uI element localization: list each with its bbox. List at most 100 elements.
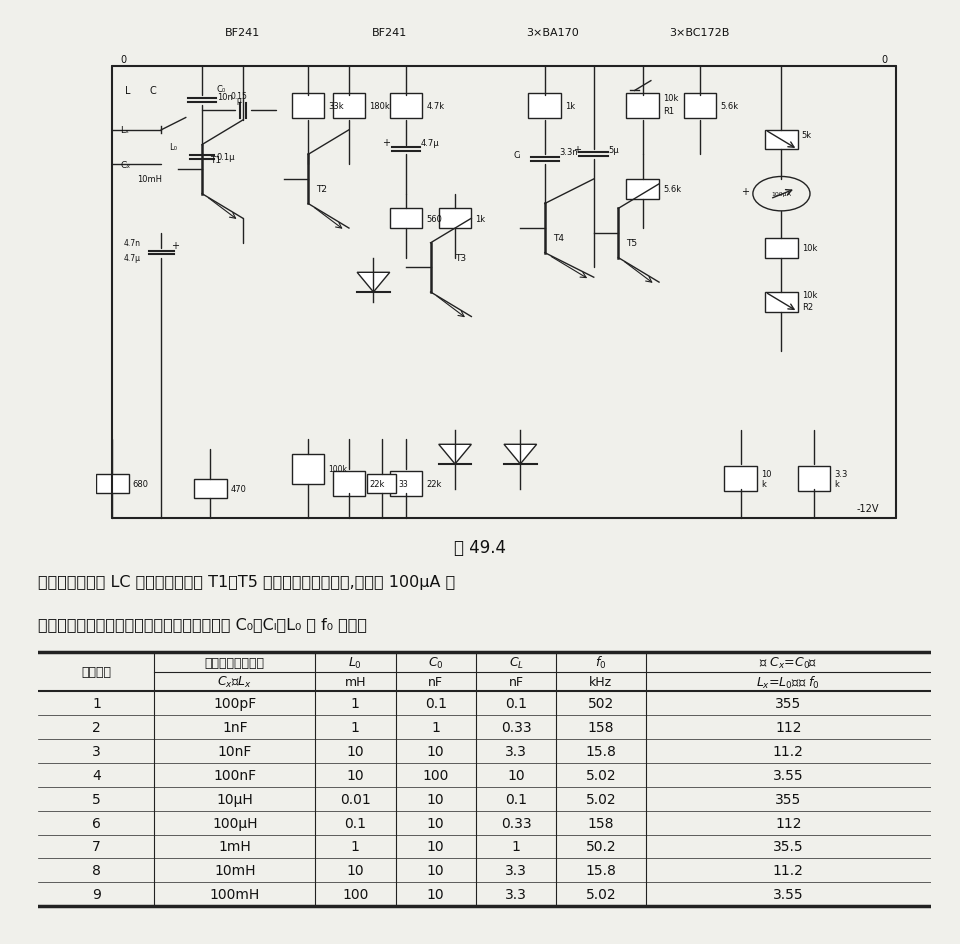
Text: +: + [382, 138, 390, 148]
Text: 15.8: 15.8 [586, 864, 616, 878]
Text: 100pF: 100pF [213, 697, 256, 710]
Text: 5.02: 5.02 [586, 792, 616, 806]
Text: 1mH: 1mH [219, 839, 252, 853]
Text: 10k: 10k [802, 244, 817, 253]
Text: 100nF: 100nF [213, 767, 256, 782]
Text: 10: 10 [427, 887, 444, 902]
Text: 8: 8 [92, 864, 101, 878]
Text: μ: μ [236, 96, 241, 105]
Text: +: + [741, 187, 749, 197]
Text: 180k: 180k [370, 102, 390, 110]
Bar [292, 93, 324, 118]
Text: 100: 100 [342, 887, 369, 902]
Bar [528, 93, 561, 118]
Text: T3: T3 [455, 254, 467, 262]
Text: 100μH: 100μH [212, 816, 257, 830]
Bar [332, 93, 365, 118]
Bar [96, 474, 129, 494]
Text: 10: 10 [507, 767, 525, 782]
Text: $C_0$: $C_0$ [428, 655, 444, 670]
Text: 4.7μ: 4.7μ [420, 139, 440, 147]
Text: 22k: 22k [370, 480, 385, 489]
Bar [725, 467, 756, 492]
Text: kHz: kHz [589, 676, 612, 688]
Text: 560: 560 [426, 214, 443, 224]
Text: Cₗ: Cₗ [513, 151, 520, 160]
Text: 4.7k: 4.7k [426, 102, 444, 110]
Text: 5.02: 5.02 [586, 887, 616, 902]
Text: 100mH: 100mH [209, 887, 260, 902]
Text: 在 $C_x$=$C_0$或: 在 $C_x$=$C_0$或 [759, 655, 818, 670]
Text: L: L [125, 87, 130, 96]
Text: 1: 1 [351, 720, 360, 734]
Text: Cₓ: Cₓ [121, 160, 131, 170]
Text: 0.1: 0.1 [505, 792, 527, 806]
Text: nF: nF [509, 676, 523, 688]
Text: Lₓ: Lₓ [121, 126, 130, 135]
Text: 1: 1 [351, 697, 360, 710]
Text: BF241: BF241 [226, 27, 260, 38]
Bar [626, 179, 659, 199]
Text: 圖 49.4: 圖 49.4 [454, 538, 506, 557]
Text: 5μ: 5μ [609, 145, 619, 155]
Bar [390, 210, 422, 228]
Text: 100μA: 100μA [772, 192, 791, 197]
Text: 0.15: 0.15 [230, 93, 248, 101]
Text: 測量范圍: 測量范圍 [82, 666, 111, 679]
Text: 1: 1 [431, 720, 440, 734]
Text: 10: 10 [427, 839, 444, 853]
Text: L₀: L₀ [169, 143, 178, 152]
Text: BF241: BF241 [372, 27, 407, 38]
Text: +: + [171, 241, 180, 251]
Text: 33k: 33k [328, 102, 345, 110]
Text: T2: T2 [317, 185, 327, 194]
Bar [332, 472, 365, 497]
Text: 1: 1 [512, 839, 520, 853]
Text: 50.2: 50.2 [586, 839, 616, 853]
Text: 100k: 100k [328, 464, 348, 474]
Text: T5: T5 [626, 239, 637, 248]
Bar [390, 93, 422, 118]
Text: 10: 10 [347, 767, 364, 782]
Text: 22k: 22k [426, 480, 442, 489]
Text: 0.1μ: 0.1μ [217, 153, 235, 162]
Text: 3×BC172B: 3×BC172B [670, 27, 730, 38]
Text: 3.3: 3.3 [505, 864, 527, 878]
Text: 10nF: 10nF [218, 744, 252, 758]
Text: 3.55: 3.55 [773, 767, 804, 782]
Text: 11.2: 11.2 [773, 744, 804, 758]
Text: 4: 4 [92, 767, 101, 782]
Text: 0.01: 0.01 [340, 792, 371, 806]
Polygon shape [439, 445, 471, 464]
Text: 33: 33 [398, 480, 408, 489]
Text: 10: 10 [347, 864, 364, 878]
Text: 3.55: 3.55 [773, 887, 804, 902]
Bar [439, 210, 471, 228]
Text: 470: 470 [230, 484, 247, 494]
Text: 15.8: 15.8 [586, 744, 616, 758]
Text: 3: 3 [92, 744, 101, 758]
Bar [390, 472, 422, 497]
Text: C₀: C₀ [217, 84, 226, 93]
Text: 10
k: 10 k [761, 469, 772, 489]
Text: 5k: 5k [802, 131, 812, 140]
Text: +: + [573, 145, 582, 155]
Text: 1: 1 [92, 697, 101, 710]
Polygon shape [504, 445, 537, 464]
Text: 355: 355 [776, 792, 802, 806]
Text: 電感和電容可由 LC 振蕩器和晶體管 T1～T5 構成的電路進行測量,并通過 100μA 指: 電感和電容可由 LC 振蕩器和晶體管 T1～T5 構成的電路進行測量,并通過 1… [38, 574, 456, 589]
Text: 10mH: 10mH [137, 176, 162, 184]
Text: 355: 355 [776, 697, 802, 710]
Text: 10μH: 10μH [216, 792, 253, 806]
Text: $f_0$: $f_0$ [595, 654, 607, 670]
Text: 9: 9 [92, 887, 101, 902]
Text: 10: 10 [427, 816, 444, 830]
Bar [368, 474, 396, 494]
Text: 11.2: 11.2 [773, 864, 804, 878]
Text: 4.7n: 4.7n [124, 239, 141, 248]
Text: 0.33: 0.33 [501, 816, 532, 830]
Text: mH: mH [345, 676, 366, 688]
Text: 112: 112 [775, 720, 802, 734]
Text: 5.6k: 5.6k [663, 185, 682, 194]
Bar [798, 467, 830, 492]
